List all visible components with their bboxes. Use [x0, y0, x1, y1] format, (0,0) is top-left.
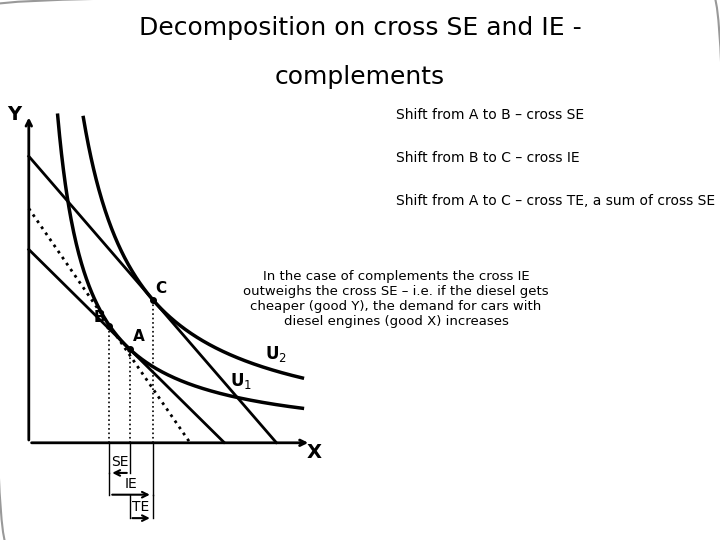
Text: Shift from A to C – cross TE, a sum of cross SE and IE: Shift from A to C – cross TE, a sum of c…	[396, 194, 720, 208]
Text: TE: TE	[132, 501, 150, 515]
Text: Shift from A to B – cross SE: Shift from A to B – cross SE	[396, 108, 584, 122]
Text: SE: SE	[111, 455, 128, 469]
Text: Shift from B to C – cross IE: Shift from B to C – cross IE	[396, 151, 580, 165]
Text: Y: Y	[7, 105, 22, 124]
Text: Decomposition on cross SE and IE -: Decomposition on cross SE and IE -	[139, 16, 581, 40]
Text: IE: IE	[125, 477, 138, 491]
Text: In the case of complements the cross IE
outweighs the cross SE – i.e. if the die: In the case of complements the cross IE …	[243, 270, 549, 328]
Text: complements: complements	[275, 65, 445, 89]
Text: C: C	[156, 281, 166, 296]
Text: X: X	[307, 443, 321, 462]
Text: U$_2$: U$_2$	[265, 344, 287, 364]
Text: B: B	[94, 310, 105, 325]
Text: A: A	[132, 329, 144, 343]
Text: U$_1$: U$_1$	[230, 371, 253, 391]
